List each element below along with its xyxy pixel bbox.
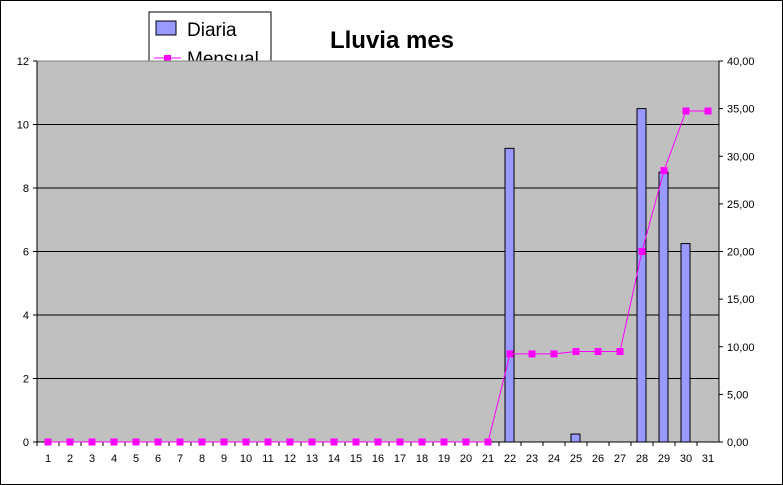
x-tick-label: 6 <box>155 453 161 465</box>
legend-label-diaria: Diaria <box>187 20 237 41</box>
bar-diaria <box>504 147 515 443</box>
x-tick-label: 11 <box>262 453 273 465</box>
y-left-tick-label: 8 <box>23 183 29 195</box>
marker-mensual <box>638 248 646 255</box>
x-tick-label: 23 <box>526 453 538 465</box>
y-right-tick-label: 15,00 <box>727 294 755 306</box>
y-right-tick-label: 20,00 <box>727 247 755 259</box>
x-tick-label: 9 <box>221 453 227 465</box>
marker-mensual <box>242 438 250 446</box>
x-tick-label: 25 <box>570 453 582 465</box>
y-right-tick-label: 35,00 <box>727 104 755 116</box>
y-right-tick-label: 25,00 <box>727 199 755 211</box>
y-right-tick-label: 30,00 <box>727 151 755 163</box>
x-tick-label: 12 <box>284 453 296 465</box>
marker-mensual <box>462 438 470 446</box>
marker-mensual <box>66 438 74 446</box>
marker-mensual <box>528 350 536 358</box>
marker-mensual <box>220 438 228 446</box>
bar-diaria <box>636 108 647 443</box>
marker-mensual <box>704 107 712 115</box>
marker-mensual <box>660 167 668 175</box>
marker-mensual <box>264 438 272 446</box>
x-tick-label: 2 <box>67 453 73 465</box>
x-tick-label: 13 <box>306 453 318 465</box>
marker-mensual <box>594 348 602 356</box>
y-right-tick-label: 10,00 <box>727 342 755 354</box>
bar-diaria <box>680 243 691 443</box>
y-right-tick-label: 0,00 <box>727 437 748 449</box>
marker-mensual <box>198 438 206 446</box>
x-tick-label: 7 <box>177 453 183 465</box>
bar-diaria <box>658 171 669 443</box>
x-tick-label: 4 <box>111 453 117 465</box>
marker-mensual <box>352 438 360 446</box>
y-left-tick-label: 10 <box>17 120 29 132</box>
marker-mensual <box>44 438 52 446</box>
y-left-tick-label: 12 <box>17 56 29 68</box>
x-tick-label: 5 <box>133 453 139 465</box>
x-tick-label: 14 <box>328 453 340 465</box>
x-tick-label: 19 <box>438 453 450 465</box>
marker-mensual <box>308 438 316 446</box>
marker-mensual <box>506 350 514 358</box>
x-tick-label: 31 <box>702 453 714 465</box>
x-tick-label: 29 <box>658 453 670 465</box>
x-tick-label: 16 <box>372 453 384 465</box>
x-tick-label: 21 <box>482 453 494 465</box>
x-tick-label: 28 <box>636 453 648 465</box>
marker-mensual <box>110 438 118 446</box>
y-left-tick-label: 2 <box>23 374 29 386</box>
marker-mensual <box>572 348 580 356</box>
marker-mensual <box>484 438 492 446</box>
x-tick-label: 17 <box>394 453 406 465</box>
marker-mensual <box>330 438 338 446</box>
x-tick-label: 8 <box>199 453 205 465</box>
x-tick-label: 26 <box>592 453 604 465</box>
x-tick-label: 30 <box>680 453 692 465</box>
marker-mensual <box>396 438 404 446</box>
marker-mensual <box>616 348 624 356</box>
marker-mensual <box>374 438 382 446</box>
chart-title: Lluvia mes <box>330 27 454 54</box>
x-tick-label: 27 <box>614 453 626 465</box>
y-left-tick-label: 4 <box>23 310 29 322</box>
x-tick-label: 10 <box>240 453 252 465</box>
x-tick-label: 3 <box>89 453 95 465</box>
x-tick-label: 15 <box>350 453 362 465</box>
x-tick-label: 1 <box>45 453 51 465</box>
bar-diaria <box>570 433 581 443</box>
marker-mensual <box>88 438 96 446</box>
marker-mensual <box>682 107 690 115</box>
marker-mensual <box>286 438 294 446</box>
y-right-tick-label: 40,00 <box>727 56 755 68</box>
legend-marker-mensual <box>164 55 171 62</box>
marker-mensual <box>440 438 448 446</box>
x-tick-label: 24 <box>548 453 560 465</box>
marker-mensual <box>418 438 426 446</box>
marker-mensual <box>154 438 162 446</box>
y-left-tick-label: 6 <box>23 247 29 259</box>
marker-mensual <box>176 438 184 446</box>
y-left-tick-label: 0 <box>23 437 29 449</box>
x-tick-label: 22 <box>504 453 516 465</box>
marker-mensual <box>550 350 558 358</box>
marker-mensual <box>132 438 140 446</box>
y-right-tick-label: 5,00 <box>727 389 748 401</box>
x-tick-label: 18 <box>416 453 428 465</box>
legend-swatch-diaria <box>155 20 177 36</box>
x-tick-label: 20 <box>460 453 472 465</box>
